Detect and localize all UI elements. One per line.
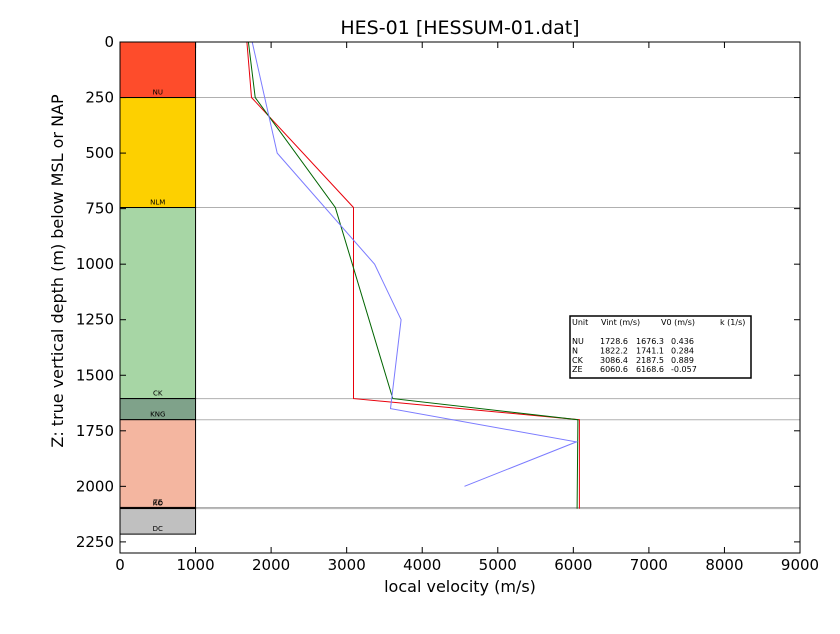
- x-tick-label: 1000: [176, 556, 214, 574]
- y-tick-label: 750: [85, 200, 114, 218]
- legend-header-cell: k (1/s): [720, 318, 745, 327]
- x-tick-label: 8000: [705, 556, 743, 574]
- legend-header-cell: Unit: [572, 318, 588, 327]
- unit-label: NLM: [150, 199, 165, 207]
- series-lines: [246, 41, 580, 509]
- y-tick-label: 1750: [76, 422, 114, 440]
- legend-cell: 0.436: [671, 337, 694, 346]
- x-tick-label: 2000: [252, 556, 290, 574]
- legend-cell: -0.057: [671, 365, 697, 374]
- y-tick-label: 2000: [76, 477, 114, 495]
- y-tick-label: 250: [85, 89, 114, 107]
- y-tick-label: 2250: [76, 533, 114, 551]
- y-tick-label: 1500: [76, 366, 114, 384]
- x-tick-label: 9000: [781, 556, 819, 574]
- unit-label: CK: [153, 390, 163, 398]
- legend-cell: 1741.1: [636, 346, 664, 355]
- legend-cell: 0.889: [671, 356, 694, 365]
- legend-cell: N: [572, 346, 578, 355]
- series-line-1: [246, 41, 580, 509]
- x-tick-label: 4000: [403, 556, 441, 574]
- series-line-3: [251, 41, 579, 487]
- y-axis-label: Z: true vertical depth (m) below MSL or …: [48, 94, 67, 448]
- unit-label: DC: [153, 525, 163, 533]
- unit-label: NU: [153, 89, 163, 97]
- legend-box: Unit Vint (m/s) V0 (m/s) k (1/s) NU 1728.6 167…: [569, 315, 752, 379]
- y-tick-label: 500: [85, 144, 114, 162]
- series-line-2: [247, 41, 579, 509]
- legend-cell: 1822.2: [600, 346, 628, 355]
- y-tick-label: 1250: [76, 311, 114, 329]
- x-axis-label: local velocity (m/s): [384, 577, 536, 596]
- legend-cell: 0.284: [671, 346, 694, 355]
- chart-title: HES-01 [HESSUM-01.dat]: [340, 17, 579, 39]
- y-tick-label: 1000: [76, 255, 114, 273]
- x-tick-label: 5000: [479, 556, 517, 574]
- legend-header-cell: Vint (m/s): [601, 318, 640, 327]
- unit-block-ck: [119, 207, 197, 400]
- legend-cell: 2187.5: [636, 356, 664, 365]
- unit-block-nlm: [119, 97, 197, 209]
- unit-label: RO: [153, 500, 164, 508]
- unit-label: KNG: [150, 411, 165, 419]
- legend-cell: 1728.6: [600, 337, 628, 346]
- legend-cell: CK: [572, 356, 584, 365]
- unit-label: ZE: [153, 498, 162, 506]
- legend-cell: 6168.6: [636, 365, 664, 374]
- legend-cell: 1676.3: [636, 337, 664, 346]
- x-tick-label: 7000: [630, 556, 668, 574]
- axis-ticks: 0 1000 2000 3000 4000 5000 6000 7000 8000 9000 0 25…: [76, 33, 819, 574]
- x-tick-label: 0: [115, 556, 125, 574]
- legend-cell: 3086.4: [600, 356, 628, 365]
- x-tick-label: 6000: [554, 556, 592, 574]
- unit-block-ze: [119, 419, 197, 508]
- legend-cell: ZE: [572, 365, 583, 374]
- y-tick-label: 0: [104, 33, 114, 51]
- x-tick-label: 3000: [328, 556, 366, 574]
- unit-block-nu: [119, 41, 197, 99]
- plot-frame: [119, 41, 801, 554]
- legend-cell: NU: [572, 337, 584, 346]
- legend-cell: 6060.6: [600, 365, 628, 374]
- legend-frame: [569, 315, 752, 379]
- boundary-lines: [120, 97, 800, 510]
- legend-header-cell: V0 (m/s): [661, 318, 695, 327]
